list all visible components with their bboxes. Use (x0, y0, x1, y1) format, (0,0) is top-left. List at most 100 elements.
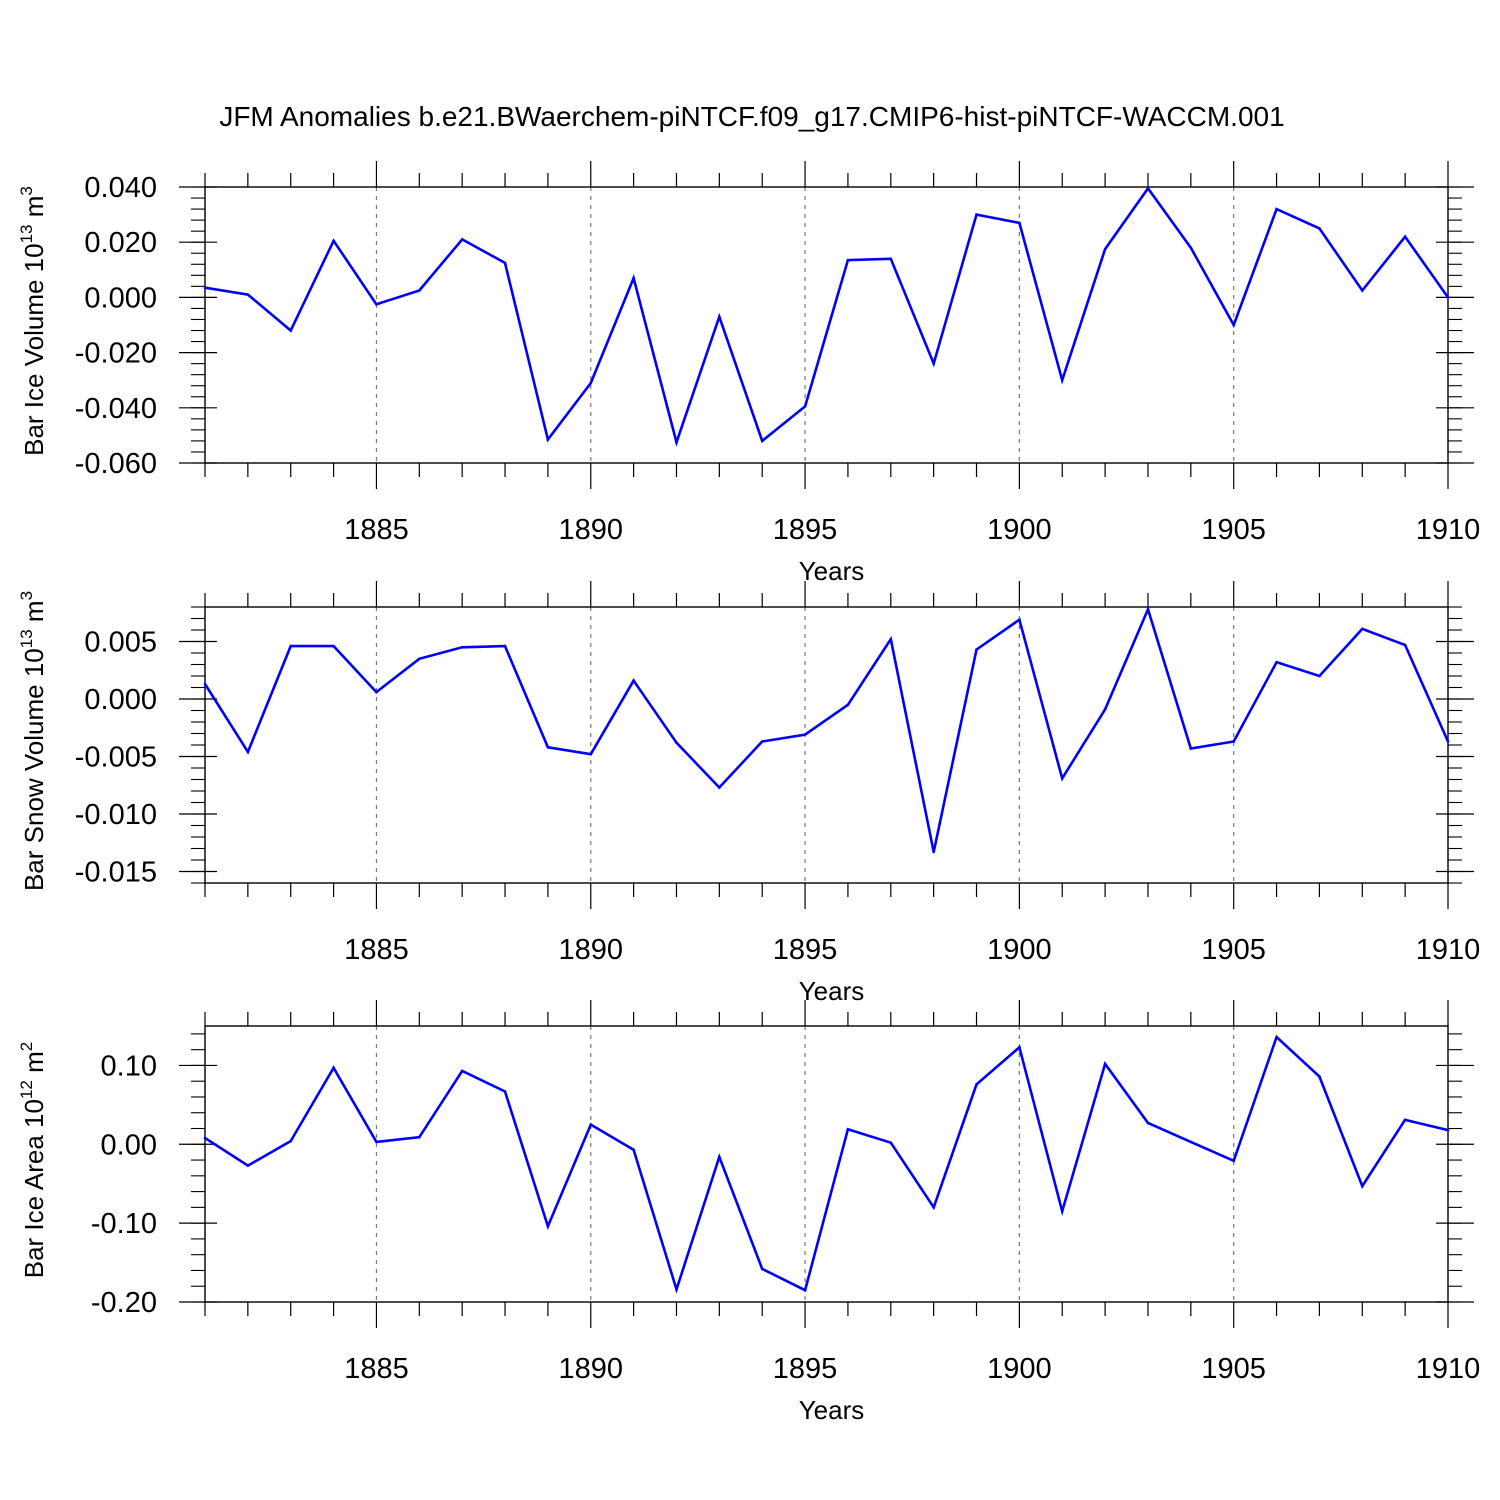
y-tick-label: -0.040 (75, 393, 157, 425)
series-line (204, 186, 1450, 447)
data-point (1318, 1075, 1321, 1078)
data-point (889, 1141, 893, 1145)
y-tick-label: -0.015 (75, 857, 157, 889)
data-point (632, 276, 635, 280)
data-point (460, 238, 464, 241)
y-tick-label: 0.020 (84, 227, 157, 259)
data-point (203, 1136, 207, 1140)
data-point (289, 644, 293, 648)
data-point (1275, 1035, 1278, 1039)
y-tick-label: -0.020 (75, 338, 157, 370)
y-tick-label: 0.000 (84, 282, 157, 314)
data-point (846, 258, 850, 262)
data-point (203, 682, 207, 686)
data-point (375, 1140, 378, 1144)
data-point (1318, 674, 1321, 678)
data-point (589, 381, 593, 385)
data-point (546, 746, 550, 749)
data-point (1275, 207, 1278, 211)
data-point (1018, 1045, 1021, 1049)
data-point (289, 329, 293, 332)
data-point (289, 1139, 293, 1143)
data-point (889, 637, 893, 641)
y-tick-label: -0.10 (91, 1208, 157, 1240)
data-point (1232, 323, 1235, 327)
plot-frame (204, 606, 1449, 884)
data-point (1146, 187, 1150, 190)
data-point (760, 1267, 764, 1271)
x-tick-label: 1885 (344, 934, 409, 966)
data-point (632, 1148, 635, 1152)
data-point (1360, 627, 1364, 631)
data-point (246, 750, 250, 754)
data-point (460, 1069, 464, 1073)
data-point (760, 740, 764, 743)
data-point (418, 1135, 421, 1139)
data-point (332, 644, 335, 648)
data-point (846, 1128, 850, 1131)
series-line (203, 605, 1450, 853)
data-point (760, 439, 764, 443)
data-point (718, 786, 721, 789)
data-point (1146, 1121, 1150, 1125)
x-axis-label: Years (799, 976, 865, 1006)
data-point (1403, 1118, 1407, 1122)
chart-title: JFM Anomalies b.e21.BWaerchem-piNTCF.f09… (219, 101, 1284, 132)
data-point (332, 239, 335, 243)
data-point (803, 405, 807, 408)
data-point (675, 741, 678, 744)
data-point (1232, 1159, 1235, 1163)
data-point (718, 315, 721, 319)
data-point (375, 303, 378, 306)
data-point (460, 645, 464, 649)
x-tick-label: 1895 (773, 514, 838, 546)
plot-frame (204, 186, 1449, 464)
x-tick-label: 1895 (773, 1353, 838, 1385)
data-point (1232, 740, 1235, 743)
y-tick-label: 0.040 (84, 172, 157, 204)
y-tick-label: -0.005 (75, 742, 157, 774)
data-point (1275, 660, 1278, 664)
data-point (203, 286, 207, 290)
x-tick-label: 1895 (773, 934, 838, 966)
data-point (546, 1224, 550, 1228)
data-point (1360, 1184, 1364, 1188)
data-point (503, 261, 507, 265)
y-tick-label: 0.005 (84, 627, 157, 659)
y-tick-label: 0.00 (101, 1129, 157, 1161)
data-point (975, 1083, 978, 1086)
plot-frame (204, 1025, 1449, 1303)
panel-ice-area: -0.20 -0.10 0.00 0.10 1885 1890 1895 1900 1905 19… (17, 1000, 1480, 1425)
y-tick-label: -0.010 (75, 799, 157, 831)
panel-snow-volume: -0.015 -0.010 -0.005 0.000 0.005 1885 1890 1895… (17, 581, 1480, 1006)
data-point (418, 289, 421, 292)
data-point (1189, 246, 1193, 250)
data-point (803, 1288, 807, 1292)
series-line (204, 1034, 1449, 1294)
data-point (675, 441, 678, 444)
data-point (1060, 1210, 1064, 1213)
data-point (246, 293, 250, 296)
x-tick-label: 1905 (1201, 514, 1266, 546)
x-tick-label: 1905 (1201, 934, 1266, 966)
y-tick-label: -0.060 (75, 448, 157, 480)
x-tick-label: 1905 (1201, 1353, 1266, 1385)
data-point (1446, 740, 1450, 743)
data-point (803, 733, 807, 736)
x-tick-label: 1885 (344, 1353, 409, 1385)
data-point (1403, 643, 1407, 647)
x-tick-label: 1900 (987, 514, 1052, 546)
x-tick-label: 1910 (1416, 934, 1481, 966)
data-point (1146, 608, 1150, 611)
y-tick-label: -0.20 (91, 1287, 157, 1319)
data-point (932, 1206, 935, 1209)
data-point (503, 644, 507, 648)
data-point (975, 213, 978, 216)
data-point (1189, 1140, 1193, 1144)
data-point (1018, 221, 1021, 225)
x-tick-label: 1910 (1416, 514, 1481, 546)
data-point (1318, 227, 1321, 230)
x-axis-label: Years (799, 556, 865, 586)
x-tick-label: 1890 (559, 934, 624, 966)
